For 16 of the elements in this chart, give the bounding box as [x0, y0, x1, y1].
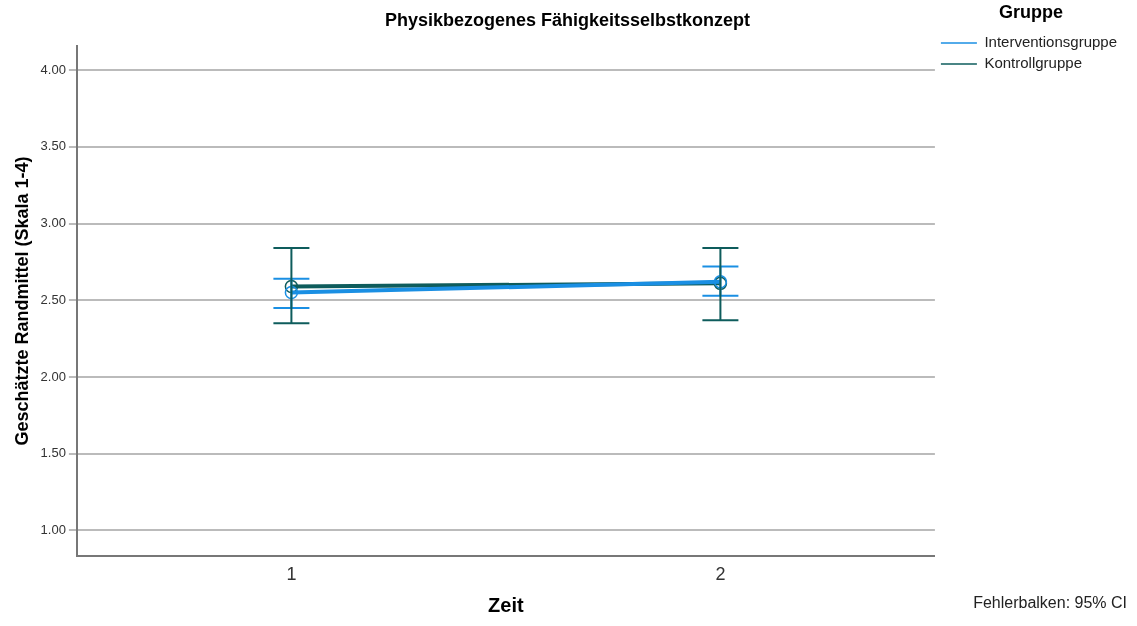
x-tick-label: 1	[286, 564, 297, 585]
y-tick-label: 4.00	[40, 61, 66, 77]
y-tick-label: 1.00	[40, 521, 66, 537]
chart-title: Physikbezogenes Fähigkeitsselbstkonzept	[384, 9, 751, 30]
y-axis-title: Geschätzte Randmittel (Skala 1-4)	[11, 156, 32, 446]
y-tick-label: 3.00	[40, 215, 66, 231]
text: Fehlerbalken: 95% CI	[973, 594, 1127, 612]
legend-label: Interventionsgruppe	[984, 33, 1117, 51]
y-tick-label: 1.50	[40, 445, 66, 461]
legend-label: Kontrollgruppe	[984, 54, 1082, 72]
x-tick-label: 2	[715, 564, 726, 585]
y-tick-label: 2.00	[40, 368, 66, 384]
y-tick-label: 3.50	[40, 138, 66, 154]
legend-title: Gruppe	[998, 1, 1063, 22]
x-axis-title: Zeit	[488, 593, 525, 616]
y-tick-label: 2.50	[40, 291, 66, 307]
